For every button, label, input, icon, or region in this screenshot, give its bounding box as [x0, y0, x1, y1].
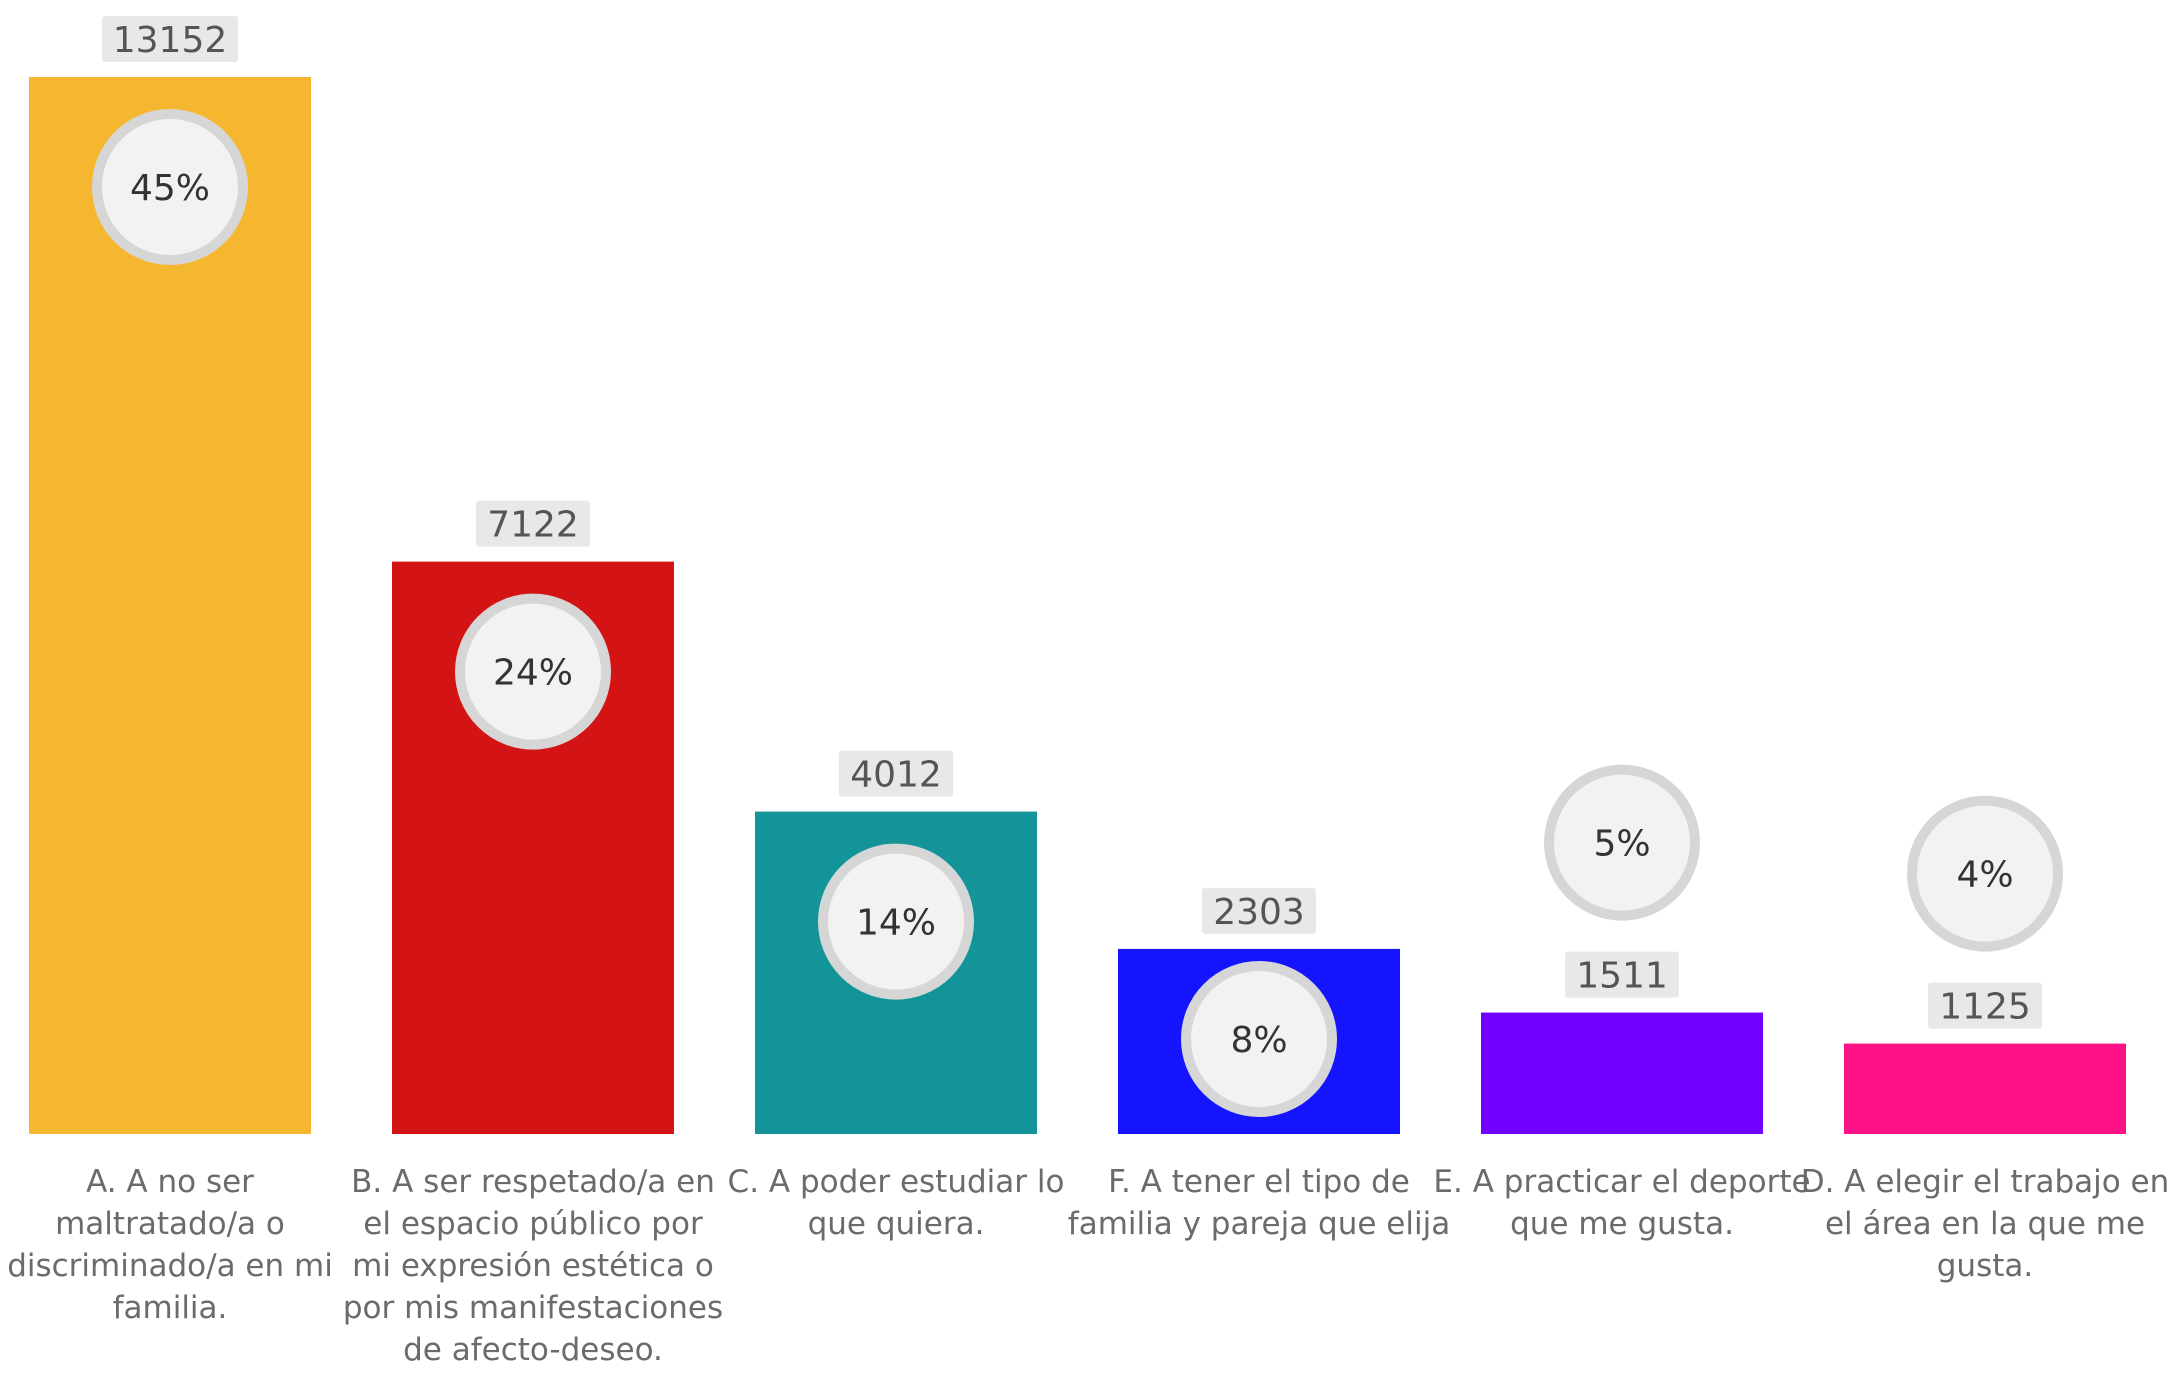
value-label-box-3 [1202, 887, 1316, 934]
value-label-0: 13152 [113, 20, 228, 61]
percent-badge-5 [1907, 795, 2063, 952]
category-label-4: E. A practicar el deporte que me gusta. [1433, 1164, 1810, 1242]
percent-label-3: 8% [1230, 1020, 1287, 1061]
value-label-2: 4012 [850, 755, 942, 796]
value-label-3: 2303 [1213, 892, 1305, 933]
category-label-3: F. A tener el tipo de familia y pareja qu… [1068, 1164, 1450, 1242]
percent-badge-1 [455, 593, 611, 750]
value-label-box-1 [476, 500, 590, 547]
value-label-5: 1125 [1939, 987, 2031, 1028]
percent-badge-2 [818, 843, 974, 1000]
value-label-box-5 [1928, 982, 2042, 1029]
category-label-5: D. A elegir el trabajo en el área en la q… [1801, 1164, 2170, 1284]
percent-label-5: 4% [1956, 855, 2013, 896]
percent-label-1: 24% [493, 653, 573, 694]
category-label-1: B. A ser respetado/a en el espacio públic… [343, 1164, 723, 1368]
bar-4 [1481, 1012, 1763, 1134]
percent-label-2: 14% [856, 903, 936, 944]
value-label-1: 7122 [487, 505, 579, 546]
value-label-4: 1511 [1576, 956, 1668, 997]
percent-badge-3 [1181, 961, 1337, 1117]
value-label-box-0 [102, 16, 238, 62]
category-label-2: C. A poder estudiar lo que quiera. [728, 1164, 1065, 1242]
category-label-0: A. A no ser maltratado/a o discriminado/a … [7, 1164, 333, 1326]
percent-badge-4 [1544, 764, 1700, 921]
bar-5 [1844, 1043, 2126, 1134]
percent-label-0: 45% [130, 168, 210, 209]
percent-label-4: 5% [1593, 824, 1650, 865]
value-label-box-4 [1565, 951, 1679, 998]
value-label-box-2 [839, 750, 953, 797]
percent-badge-0 [92, 109, 248, 265]
